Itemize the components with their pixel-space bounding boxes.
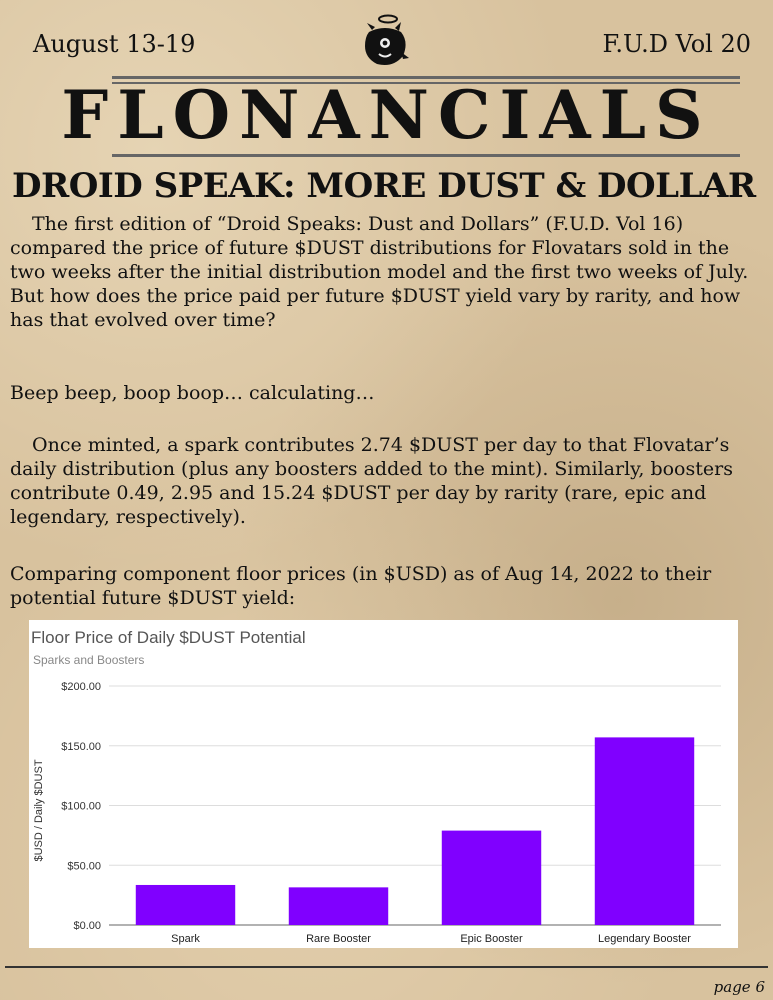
x-tick-label: Legendary Booster bbox=[598, 933, 691, 945]
droid-mascot-icon bbox=[365, 14, 409, 65]
chart-subtitle: Sparks and Boosters bbox=[33, 653, 145, 667]
bar-chart: $0.00 $50.00 $100.00 $150.00 $200.00 $USD / D… bbox=[33, 681, 721, 945]
issue-date-range: August 13-19 bbox=[33, 30, 196, 58]
masthead-title: FLONANCIALS bbox=[61, 76, 712, 154]
y-axis-label: $USD / Daily $DUST bbox=[33, 759, 45, 861]
article-paragraph-calculating: Beep beep, boop boop… calculating… bbox=[10, 382, 375, 404]
y-tick-label: $100.00 bbox=[61, 801, 101, 813]
page-number: page 6 bbox=[713, 978, 765, 996]
article-paragraph-intro: The first edition of “Droid Speaks: Dust… bbox=[10, 213, 749, 331]
x-tick-label: Spark bbox=[171, 933, 200, 945]
x-tick-label: Rare Booster bbox=[306, 933, 371, 945]
masthead-rule-bottom bbox=[112, 154, 740, 157]
masthead-rule-top bbox=[112, 76, 740, 79]
article-paragraph-yields: Once minted, a spark contributes 2.74 $D… bbox=[10, 434, 733, 528]
footer-rule bbox=[5, 966, 768, 968]
bar-rare-booster bbox=[288, 887, 389, 925]
y-tick-label: $200.00 bbox=[61, 681, 101, 693]
bar-epic-booster bbox=[441, 830, 542, 925]
y-tick-label: $150.00 bbox=[61, 741, 101, 753]
chart-title: Floor Price of Daily $DUST Potential bbox=[31, 628, 306, 647]
article-paragraph-comparison: Comparing component floor prices (in $US… bbox=[10, 563, 712, 609]
x-tick-label: Epic Booster bbox=[460, 933, 523, 945]
issue-volume: F.U.D Vol 20 bbox=[602, 30, 752, 58]
article-headline: DROID SPEAK: MORE DUST & DOLLAR bbox=[12, 166, 756, 206]
y-tick-label: $0.00 bbox=[73, 920, 101, 932]
masthead-rule-top-inner bbox=[112, 82, 740, 84]
y-tick-label: $50.00 bbox=[67, 860, 101, 872]
bar-legendary-booster bbox=[594, 737, 695, 925]
bar-spark bbox=[135, 884, 236, 925]
